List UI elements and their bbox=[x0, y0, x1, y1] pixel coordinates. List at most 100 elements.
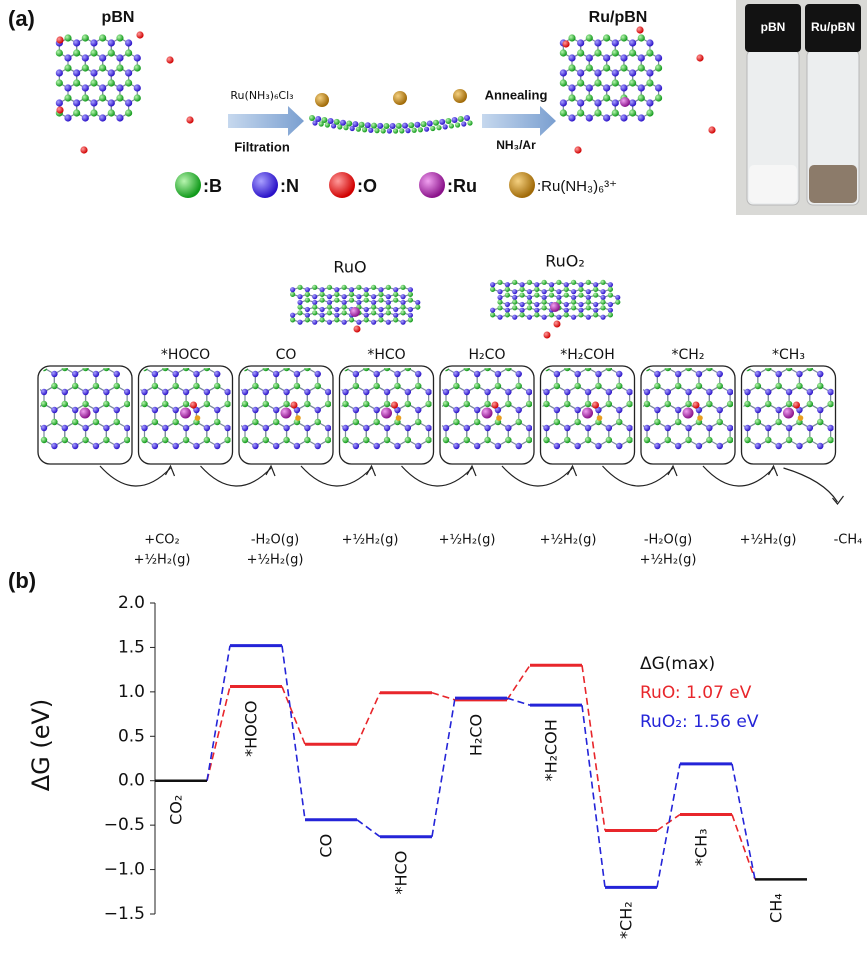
atom bbox=[193, 370, 200, 378]
atom bbox=[626, 388, 633, 396]
atom bbox=[556, 314, 562, 320]
atom bbox=[827, 424, 834, 432]
atom bbox=[605, 400, 613, 408]
atom bbox=[383, 400, 391, 408]
atom bbox=[51, 442, 58, 450]
atom bbox=[378, 287, 384, 293]
atom bbox=[56, 106, 64, 114]
y-tick-label: 1.5 bbox=[118, 637, 145, 657]
atom bbox=[616, 406, 623, 414]
atom bbox=[283, 436, 290, 444]
atom bbox=[293, 442, 301, 450]
atom bbox=[136, 31, 144, 39]
atom bbox=[393, 297, 399, 303]
atom bbox=[389, 122, 396, 129]
atom bbox=[451, 116, 458, 123]
atom bbox=[99, 54, 107, 62]
atom bbox=[415, 299, 421, 306]
atom bbox=[193, 442, 200, 450]
state-box bbox=[539, 365, 636, 465]
atom bbox=[420, 121, 427, 128]
category-label: *HCO bbox=[392, 851, 411, 895]
atom bbox=[574, 442, 581, 450]
atom bbox=[578, 286, 584, 292]
atom bbox=[497, 294, 503, 301]
atom bbox=[404, 400, 412, 408]
atom bbox=[342, 388, 349, 396]
atom bbox=[643, 436, 651, 444]
atom bbox=[600, 294, 606, 301]
atom bbox=[785, 388, 793, 396]
atom bbox=[611, 79, 619, 87]
atom bbox=[141, 388, 148, 396]
arrow-head bbox=[466, 464, 477, 477]
atom bbox=[716, 406, 723, 414]
atom bbox=[408, 122, 415, 129]
atom bbox=[272, 406, 280, 414]
atom bbox=[629, 99, 637, 107]
atom bbox=[203, 388, 211, 396]
atom bbox=[224, 436, 231, 444]
atom bbox=[73, 69, 81, 77]
atom bbox=[393, 128, 399, 134]
atom bbox=[664, 424, 671, 432]
process-arrow bbox=[228, 106, 304, 136]
atom bbox=[371, 310, 377, 316]
atom bbox=[455, 122, 461, 128]
atom bbox=[374, 128, 380, 134]
atom bbox=[796, 442, 803, 450]
atom bbox=[607, 307, 614, 313]
category-label: *H₂COH bbox=[542, 719, 561, 781]
atom bbox=[415, 442, 422, 450]
atom bbox=[637, 54, 645, 62]
atom bbox=[162, 400, 169, 408]
atom bbox=[817, 370, 824, 378]
atom bbox=[363, 424, 370, 432]
atom bbox=[363, 306, 369, 313]
atom bbox=[342, 424, 349, 432]
atom bbox=[363, 297, 369, 303]
atom bbox=[356, 299, 362, 306]
atom bbox=[394, 382, 401, 390]
atom bbox=[393, 291, 399, 297]
atom bbox=[214, 370, 221, 378]
atom bbox=[180, 407, 191, 419]
atom bbox=[141, 424, 148, 432]
atom bbox=[643, 388, 651, 396]
y-tick-label: −0.5 bbox=[104, 815, 145, 835]
arrow-head bbox=[667, 464, 678, 477]
atom bbox=[224, 400, 231, 408]
atom bbox=[319, 317, 325, 323]
category-label: CO bbox=[317, 834, 336, 858]
state-box bbox=[137, 365, 234, 465]
atom bbox=[377, 122, 384, 129]
atom bbox=[563, 292, 569, 298]
vial-powder bbox=[749, 165, 797, 203]
y-tick-label: −1.5 bbox=[104, 904, 145, 924]
atom bbox=[515, 370, 522, 378]
atom bbox=[356, 284, 362, 290]
atom bbox=[726, 400, 733, 408]
y-tick-label: 0.0 bbox=[118, 771, 145, 791]
atom bbox=[654, 406, 661, 414]
atom bbox=[378, 291, 384, 297]
atom bbox=[304, 424, 311, 432]
atom bbox=[141, 400, 148, 408]
atom bbox=[425, 400, 432, 408]
atom bbox=[568, 94, 576, 102]
atom bbox=[356, 294, 362, 300]
atom bbox=[290, 287, 296, 293]
atom bbox=[55, 99, 63, 107]
atom bbox=[116, 114, 124, 122]
atom bbox=[603, 84, 611, 92]
arrow-head bbox=[767, 464, 779, 477]
atom bbox=[584, 424, 592, 432]
atom bbox=[123, 388, 130, 396]
atom bbox=[556, 279, 562, 285]
atom bbox=[526, 314, 533, 320]
atom bbox=[162, 436, 169, 444]
reaction-note: -H₂O(g) bbox=[644, 533, 692, 548]
atom bbox=[796, 406, 803, 414]
atom bbox=[607, 301, 614, 308]
atom bbox=[637, 84, 645, 92]
